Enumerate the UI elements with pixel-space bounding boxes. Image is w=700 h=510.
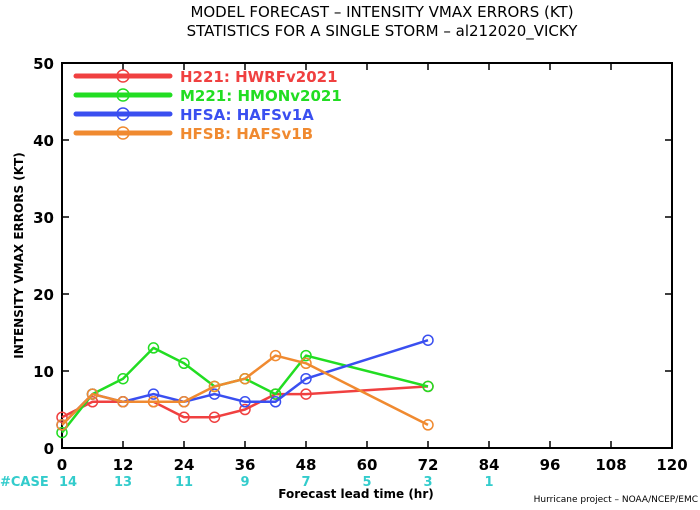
x-tick-label-12: 12 (113, 456, 134, 474)
case-count-12: 13 (114, 475, 132, 490)
series-2-point-5 (178, 357, 190, 370)
series-1-point-9 (300, 388, 312, 400)
series-4-point-9 (300, 357, 312, 370)
x-tick-label-0: 0 (57, 456, 67, 474)
series-1-point-1 (56, 411, 68, 423)
series-2-point-4 (147, 342, 160, 354)
series-2-point-9 (300, 349, 312, 362)
y-tick-label-20: 20 (33, 286, 54, 304)
x-axis-label: Forecast lead time (hr) (278, 487, 434, 501)
legend-marker-4 (116, 126, 130, 140)
case-count-84: 1 (484, 475, 493, 490)
series-3-point-4 (147, 388, 160, 400)
series-1-point-5 (178, 411, 190, 423)
series-2-point-3 (117, 372, 129, 385)
series-4-point-1 (56, 419, 68, 431)
y-axis-label: INTENSITY VMAX ERRORS (KT) (12, 152, 26, 358)
y-tick-label-50: 50 (33, 55, 54, 73)
series-3-point-9 (300, 372, 312, 385)
x-tick-label-24: 24 (174, 456, 195, 474)
y-tick-label-30: 30 (33, 209, 54, 227)
case-count-48: 7 (301, 475, 310, 490)
series-3-point-8 (269, 396, 282, 408)
legend-marker-2 (116, 88, 130, 102)
legend-label-3: HFSA: HAFSv1A (180, 106, 314, 124)
x-tick-label-108: 108 (595, 456, 626, 474)
series-4-point-4 (147, 396, 160, 408)
x-tick-label-36: 36 (235, 456, 256, 474)
series-4-point-6 (208, 380, 221, 393)
series-3-point-7 (239, 396, 251, 408)
series-line-4 (61, 354, 429, 427)
series-3-point-6 (208, 388, 221, 400)
series-4-point-7 (239, 372, 251, 385)
series-line-2 (61, 346, 429, 434)
series-2-point-8 (269, 388, 282, 400)
legend-label-2: M221: HMONv2021 (180, 87, 342, 105)
legend-marker-1 (116, 69, 130, 83)
case-count-60: 5 (362, 475, 371, 490)
legend-label-1: H221: HWRFv2021 (180, 68, 338, 86)
y-tick-label-40: 40 (33, 132, 54, 150)
y-tick-label-0: 0 (44, 440, 54, 458)
x-tick-label-48: 48 (296, 456, 317, 474)
case-count-0: 14 (59, 475, 77, 490)
series-2-point-1 (56, 426, 68, 439)
series-4-point-2 (86, 388, 99, 400)
x-tick-label-60: 60 (357, 456, 378, 474)
case-count-36: 9 (240, 475, 249, 490)
y-tick-label-10: 10 (33, 363, 54, 381)
series-line-1 (61, 385, 429, 419)
x-tick-label-96: 96 (540, 456, 561, 474)
case-count-24: 11 (175, 475, 193, 490)
chart-title-line-1: MODEL FORECAST – INTENSITY VMAX ERRORS (… (190, 3, 573, 21)
x-tick-label-120: 120 (656, 456, 687, 474)
series-4-point-3 (117, 396, 129, 408)
x-tick-label-84: 84 (479, 456, 500, 474)
case-count-label: #CASE (0, 475, 49, 490)
legend-label-4: HFSB: HAFSv1B (180, 125, 313, 143)
series-1-point-6 (208, 411, 221, 423)
x-tick-label-72: 72 (418, 456, 439, 474)
series-3-point-10 (422, 334, 434, 346)
credit-text: Hurricane project – NOAA/NCEP/EMC (534, 495, 698, 505)
series-4-point-5 (178, 396, 190, 408)
series-4-point-10 (422, 419, 434, 431)
series-2-point-10 (422, 380, 434, 393)
series-4-point-8 (269, 349, 282, 362)
series-1-point-7 (239, 403, 251, 416)
chart-title-line-2: STATISTICS FOR A SINGLE STORM – al212020… (187, 22, 579, 41)
legend-marker-3 (116, 107, 130, 121)
case-count-72: 3 (423, 475, 432, 490)
